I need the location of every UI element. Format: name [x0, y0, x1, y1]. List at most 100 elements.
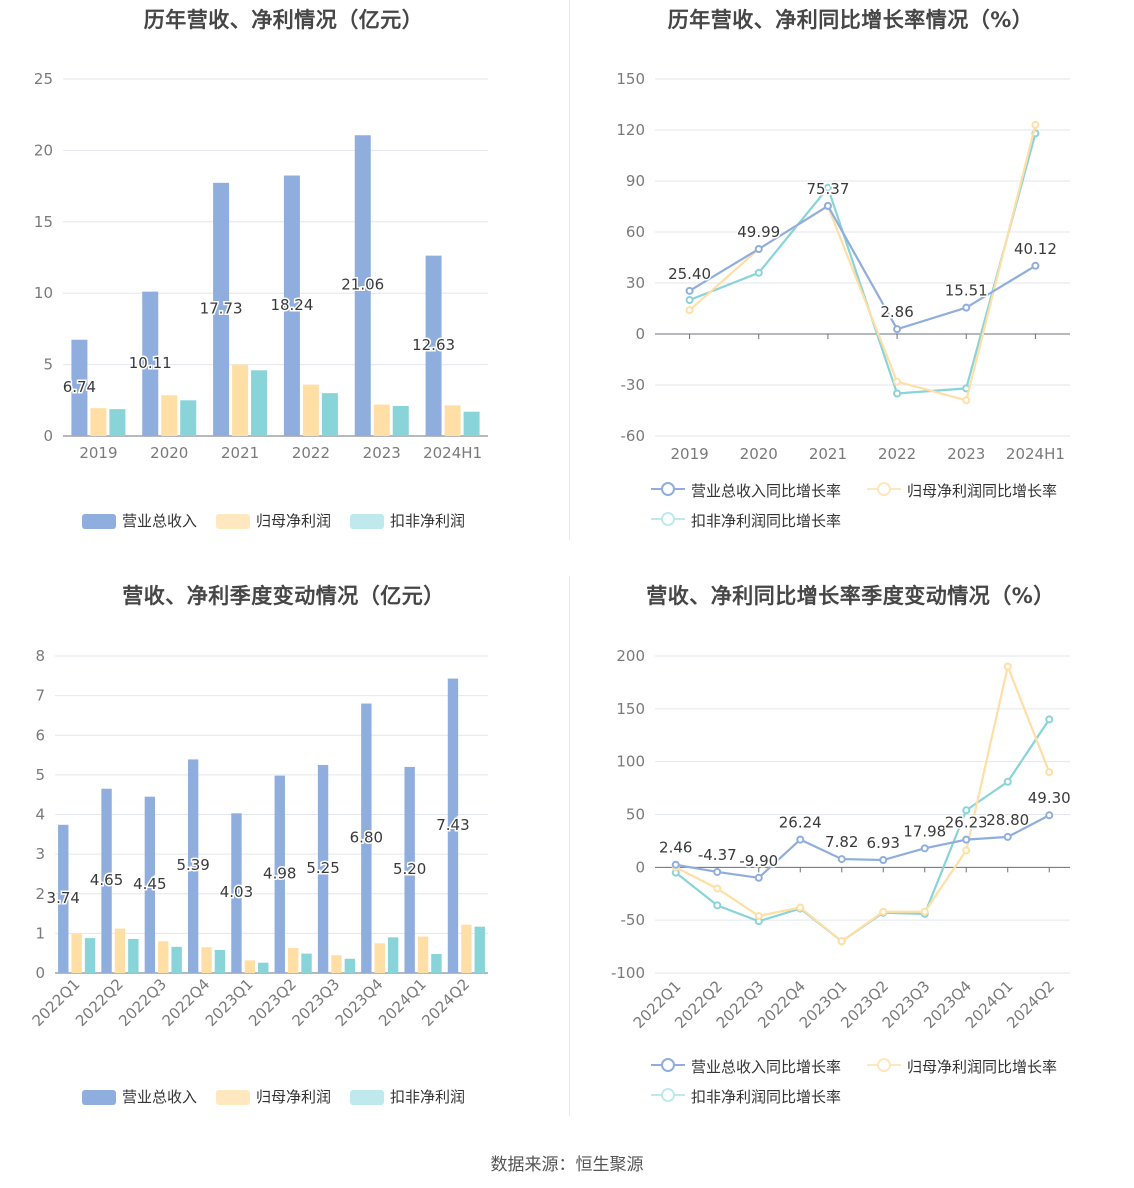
x-tick-label: 2020 — [150, 444, 188, 462]
data-point — [837, 937, 846, 946]
bar-deducted-profit — [321, 393, 338, 436]
bar-value-label: 4.98 — [263, 864, 296, 882]
y-tick-label: -100 — [611, 964, 645, 982]
bar-net-profit — [158, 941, 169, 973]
data-point — [713, 901, 722, 910]
bar-value-label: 5.25 — [306, 859, 339, 877]
data-point — [1045, 811, 1054, 820]
point-value-label: 2.46 — [659, 839, 692, 857]
bar-revenue — [71, 339, 88, 436]
data-point — [754, 268, 763, 277]
chart-annual-growth-rate: -60 -30 0 30 60 90 120 150 2019 2020 2021 2022 2023 2… — [616, 70, 1070, 463]
data-point — [879, 907, 888, 916]
bar-value-label: 4.65 — [90, 871, 123, 889]
legend-label: 营业总收入同比增长率 — [691, 482, 842, 500]
y-tick-label: 30 — [626, 274, 645, 292]
data-point — [962, 846, 971, 855]
legend-label: 归母净利润同比增长率 — [907, 482, 1058, 500]
data-point — [685, 306, 694, 315]
bar-deducted-profit — [463, 411, 480, 436]
legend-line-icon — [867, 1058, 901, 1072]
legend-label: 归母净利润 — [256, 1088, 332, 1106]
bar-revenue — [425, 255, 442, 436]
point-value-label: 40.12 — [1014, 240, 1057, 258]
bar-net-profit — [114, 928, 126, 973]
bar-net-profit — [287, 948, 299, 973]
bar-value-label: 3.74 — [47, 889, 80, 907]
legend-label: 营业总收入同比增长率 — [691, 1058, 842, 1076]
chart-quarterly-revenue-profit: 0123456783.742022Q14.652022Q24.452022Q35… — [29, 647, 488, 1030]
bar-revenue — [213, 182, 230, 436]
data-point — [920, 844, 929, 853]
bar-net-profit — [161, 395, 178, 436]
x-tick-label: 2019 — [79, 444, 117, 462]
y-tick-label: 5 — [43, 356, 53, 374]
y-tick-label: 20 — [34, 141, 53, 159]
point-value-label: 49.99 — [737, 223, 780, 241]
data-point — [685, 296, 694, 304]
point-value-label: -4.37 — [698, 846, 737, 864]
bar-revenue — [447, 678, 459, 973]
bar-value-label: 10.11 — [129, 354, 172, 372]
bar-value-label: 5.39 — [176, 856, 209, 874]
point-value-label: 28.80 — [986, 811, 1029, 829]
data-point — [1003, 777, 1012, 786]
y-tick-label: 1 — [35, 924, 45, 942]
data-point — [962, 303, 971, 312]
legend-label: 归母净利润同比增长率 — [907, 1058, 1058, 1076]
bar-deducted-profit — [214, 950, 226, 973]
x-tick-label: 2021 — [221, 444, 259, 462]
point-value-label: 6.93 — [867, 834, 900, 852]
x-tick-label: 2024Q2 — [418, 975, 473, 1030]
vertical-divider — [569, 0, 570, 540]
legend-swatch — [216, 1090, 250, 1105]
data-point — [685, 286, 694, 295]
y-tick-label: 3 — [35, 845, 45, 863]
bar-deducted-profit — [171, 946, 182, 973]
x-tick-label: 2024H1 — [1006, 445, 1065, 463]
bar-net-profit — [90, 408, 107, 436]
data-point — [1031, 261, 1040, 270]
series-line-net-profit — [675, 662, 1051, 943]
x-tick-label: 2024H1 — [423, 444, 482, 462]
y-tick-label: 0 — [635, 325, 645, 343]
y-tick-label: 10 — [34, 284, 53, 302]
bar-value-label: 18.24 — [270, 296, 313, 314]
data-source-note: 数据来源：恒生聚源 — [490, 1155, 644, 1175]
bar-deducted-profit — [301, 953, 312, 973]
y-tick-label: 7 — [35, 687, 45, 705]
data-point — [962, 396, 971, 405]
point-value-label: 75.37 — [806, 180, 849, 198]
series-line-deducted-profit — [675, 718, 1051, 943]
data-point — [1045, 768, 1054, 777]
y-tick-label: 2 — [35, 885, 45, 903]
data-point — [893, 389, 902, 398]
data-point — [823, 183, 832, 192]
bar-deducted-profit — [84, 938, 96, 973]
y-tick-label: 6 — [35, 726, 45, 744]
panel-annual-bar: 历年营收、净利情况（亿元） 0 5 10 15 20 25 6.74 2019 10.11 202… — [0, 0, 567, 576]
data-point — [1003, 662, 1012, 671]
bar-net-profit — [201, 947, 212, 973]
legend-line-icon — [651, 512, 685, 526]
y-tick-label: 150 — [616, 70, 645, 88]
data-point — [920, 907, 929, 916]
bar-value-label: 5.20 — [393, 860, 426, 878]
bar-deducted-profit — [109, 409, 126, 436]
series-line-net-profit — [688, 124, 1037, 402]
legend-line-icon — [651, 1058, 685, 1072]
bar-revenue — [274, 775, 285, 973]
bar-value-label: 21.06 — [341, 276, 384, 294]
point-value-label: 49.30 — [1028, 789, 1071, 807]
bar-deducted-profit — [387, 937, 399, 973]
panel-quarterly-line: 营收、净利同比增长率季度变动情况（%） -100 -50 0 50 100 150 200 2… — [567, 576, 1134, 1152]
bar-revenue — [361, 703, 372, 973]
bar-net-profit — [461, 924, 472, 973]
data-point — [893, 377, 902, 386]
bar-net-profit — [331, 955, 342, 973]
chart-title: 营收、净利季度变动情况（亿元） — [122, 584, 445, 608]
data-point — [713, 867, 722, 876]
x-tick-label: 2019 — [670, 445, 708, 463]
data-point — [796, 903, 805, 912]
chart-annual-revenue-profit: 0 5 10 15 20 25 6.74 2019 10.11 2020 17.73 2021 18.2… — [34, 70, 488, 462]
